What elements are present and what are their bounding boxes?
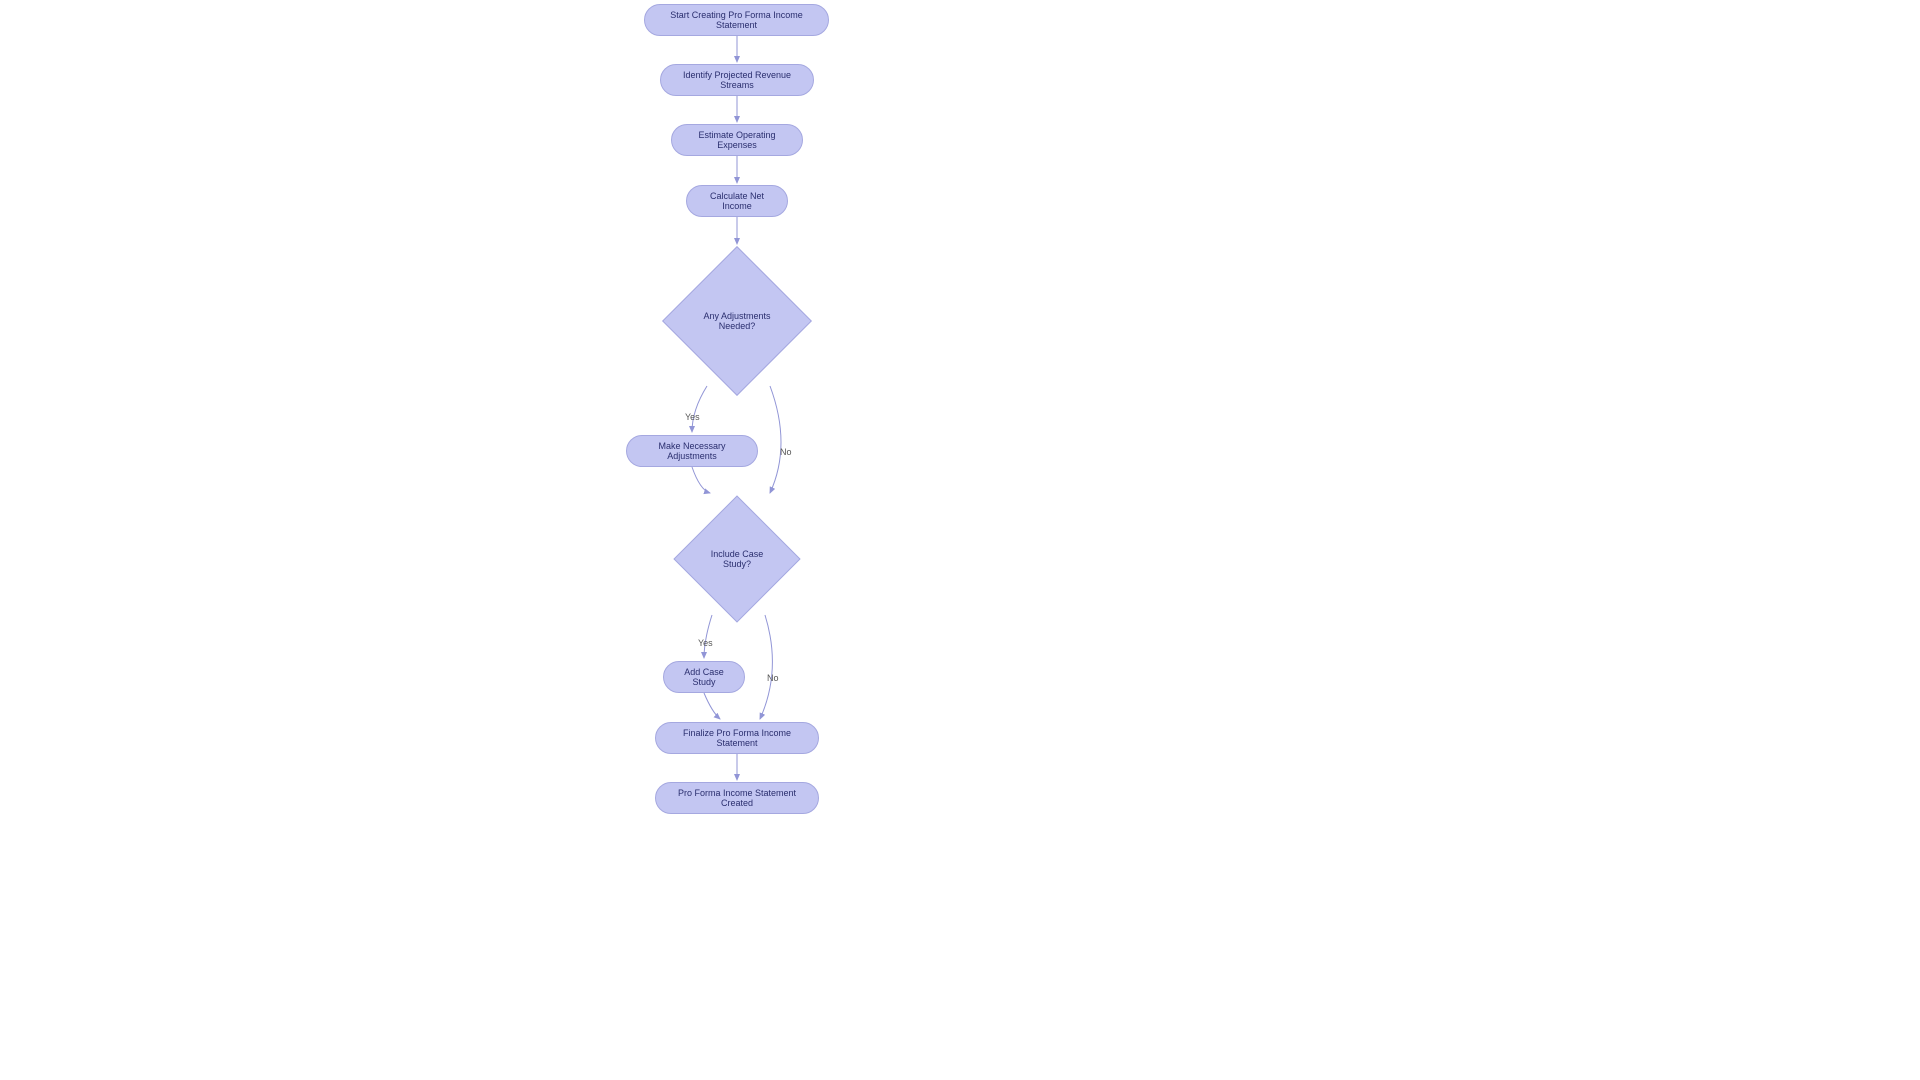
node-label: Pro Forma Income Statement Created	[666, 788, 808, 808]
node-label: Any Adjustments Needed?	[695, 311, 779, 331]
node-start: Start Creating Pro Forma Income Statemen…	[644, 4, 829, 36]
edge-label-yes-2: Yes	[698, 638, 713, 648]
node-label: Include Case Study?	[703, 549, 771, 569]
node-label: Finalize Pro Forma Income Statement	[666, 728, 808, 748]
node-case-study-decision: Include Case Study?	[673, 495, 800, 622]
node-add-case-study: Add Case Study	[663, 661, 745, 693]
node-label: Identify Projected Revenue Streams	[671, 70, 803, 90]
node-net-income: Calculate Net Income	[686, 185, 788, 217]
node-make-adjustments: Make Necessary Adjustments	[626, 435, 758, 467]
node-label: Make Necessary Adjustments	[637, 441, 747, 461]
node-created: Pro Forma Income Statement Created	[655, 782, 819, 814]
node-adjustments-decision: Any Adjustments Needed?	[662, 246, 812, 396]
node-label: Add Case Study	[674, 667, 734, 687]
flowchart-connectors	[0, 0, 1920, 1080]
node-label: Start Creating Pro Forma Income Statemen…	[655, 10, 818, 30]
edge-label-no-2: No	[767, 673, 779, 683]
node-finalize: Finalize Pro Forma Income Statement	[655, 722, 819, 754]
edge-label-yes-1: Yes	[685, 412, 700, 422]
node-revenue: Identify Projected Revenue Streams	[660, 64, 814, 96]
node-expenses: Estimate Operating Expenses	[671, 124, 803, 156]
edge-label-no-1: No	[780, 447, 792, 457]
node-label: Calculate Net Income	[697, 191, 777, 211]
node-label: Estimate Operating Expenses	[682, 130, 792, 150]
